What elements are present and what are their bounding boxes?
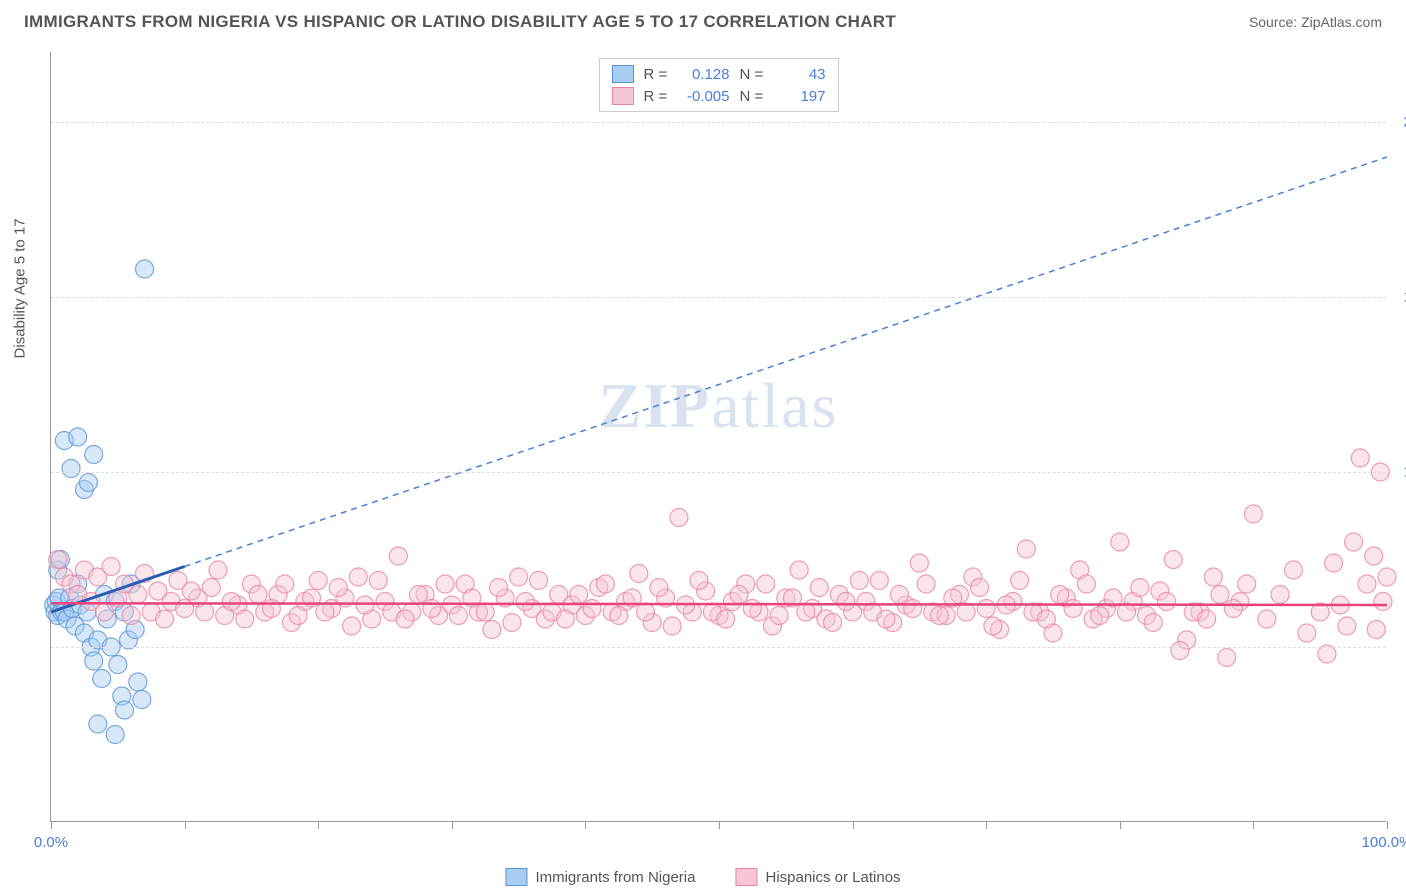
legend-item-1: Immigrants from Nigeria: [505, 868, 695, 886]
xtick: [986, 821, 987, 829]
n-value-2: 197: [776, 88, 826, 105]
gridline: [51, 122, 1386, 123]
xtick-label: 100.0%: [1362, 834, 1406, 851]
xtick: [1120, 821, 1121, 829]
gridline: [51, 647, 1386, 648]
swatch-series1: [612, 65, 634, 83]
xtick: [185, 821, 186, 829]
xtick: [51, 821, 52, 829]
gridline: [51, 472, 1386, 473]
bottom-legend: Immigrants from Nigeria Hispanics or Lat…: [505, 868, 900, 886]
gridline: [51, 297, 1386, 298]
xtick: [853, 821, 854, 829]
xtick: [318, 821, 319, 829]
r-value-1: 0.128: [680, 66, 730, 83]
xtick-label: 0.0%: [34, 834, 68, 851]
chart-plot-area: ZIPatlas R = 0.128 N = 43 R = -0.005 N =…: [50, 52, 1386, 822]
stats-row-series1: R = 0.128 N = 43: [608, 63, 830, 85]
swatch-series2: [612, 87, 634, 105]
xtick: [1387, 821, 1388, 829]
r-value-2: -0.005: [680, 88, 730, 105]
legend-item-2: Hispanics or Latinos: [735, 868, 900, 886]
scatter-svg: [51, 52, 1386, 821]
xtick: [1253, 821, 1254, 829]
y-axis-label: Disability Age 5 to 17: [12, 218, 29, 358]
chart-header: IMMIGRANTS FROM NIGERIA VS HISPANIC OR L…: [0, 0, 1406, 38]
xtick: [452, 821, 453, 829]
chart-title: IMMIGRANTS FROM NIGERIA VS HISPANIC OR L…: [24, 12, 896, 32]
n-value-1: 43: [776, 66, 826, 83]
swatch-bottom-2: [735, 868, 757, 886]
stats-row-series2: R = -0.005 N = 197: [608, 85, 830, 107]
stats-legend-box: R = 0.128 N = 43 R = -0.005 N = 197: [599, 58, 839, 112]
swatch-bottom-1: [505, 868, 527, 886]
xtick: [719, 821, 720, 829]
xtick: [585, 821, 586, 829]
chart-source: Source: ZipAtlas.com: [1249, 14, 1382, 30]
